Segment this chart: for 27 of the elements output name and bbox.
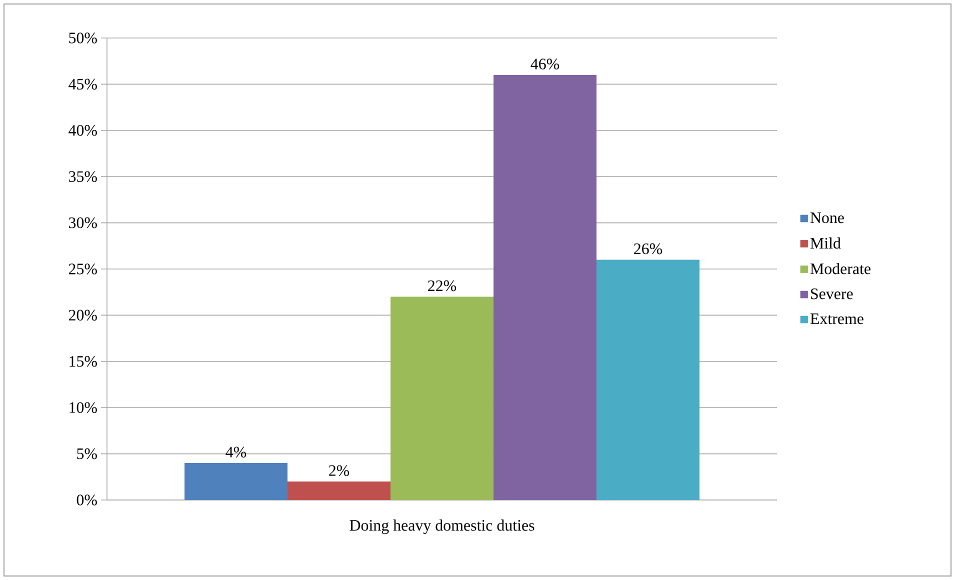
data-label: 2% bbox=[329, 465, 350, 476]
y-tick-label: 0% bbox=[76, 494, 97, 506]
legend-label: Extreme bbox=[810, 314, 864, 324]
bar bbox=[390, 296, 494, 500]
legend-label: Mild bbox=[810, 237, 841, 249]
bar bbox=[288, 482, 391, 500]
y-tick-label: 50% bbox=[69, 32, 97, 44]
y-tick-label: 45% bbox=[68, 78, 97, 90]
legend-label: Moderate bbox=[810, 262, 870, 274]
y-tick-label: 30% bbox=[69, 217, 97, 228]
y-tick-label: 20% bbox=[68, 310, 97, 321]
legend-label: None bbox=[810, 212, 844, 224]
data-label: 46% bbox=[530, 58, 560, 70]
y-tick-label: 35% bbox=[69, 171, 97, 182]
bar bbox=[494, 74, 597, 500]
y-tick-label: 40% bbox=[68, 125, 97, 136]
data-label: 22% bbox=[428, 280, 456, 292]
bar bbox=[184, 463, 288, 500]
y-tick-label: 25% bbox=[68, 264, 97, 274]
legend-label: Severe bbox=[811, 288, 853, 300]
data-label: 26% bbox=[634, 243, 662, 254]
y-tick-label: 5% bbox=[77, 448, 97, 460]
y-tick-label: 15% bbox=[70, 356, 97, 367]
data-label: 4% bbox=[226, 446, 246, 458]
x-tick-label: Doing heavy domestic duties bbox=[350, 520, 534, 534]
y-tick-label: 10% bbox=[70, 402, 97, 413]
bar bbox=[596, 260, 700, 500]
